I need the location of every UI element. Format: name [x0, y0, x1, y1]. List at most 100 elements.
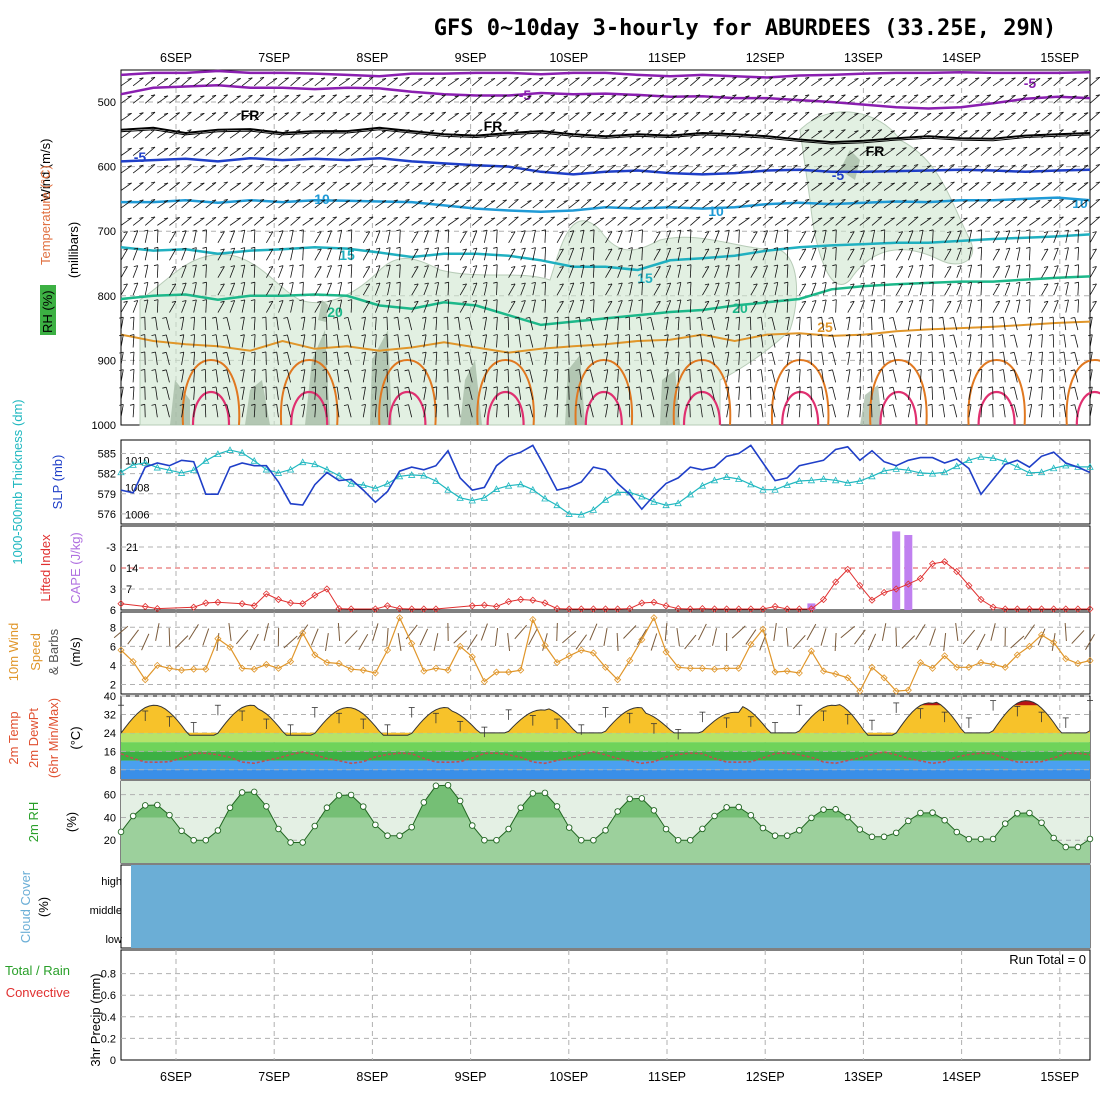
wind-barb-flag: [240, 264, 245, 267]
wind-barb-flag: [127, 78, 132, 80]
wind-barb-flag: [259, 164, 265, 166]
wind-barb: [786, 299, 789, 313]
wind-barb-flag: [684, 217, 689, 219]
wind-barb-flag: [696, 76, 701, 79]
wind-barb-flag: [735, 386, 740, 389]
wind-barb: [738, 200, 750, 209]
wind-barb-flag: [636, 217, 641, 220]
wind-barb: [726, 129, 737, 139]
wind-barb: [589, 334, 594, 348]
wind-barb-flag: [381, 95, 387, 98]
wind-barb-flag: [432, 386, 437, 389]
pressure-tick: 500: [98, 97, 116, 109]
wind-barb: [302, 200, 314, 209]
wind-barb-flag: [575, 199, 580, 202]
wind-barb: [953, 369, 958, 383]
wind-barb: [156, 264, 159, 278]
wind-barb: [411, 95, 423, 104]
wind-barb: [760, 351, 764, 365]
wind-barb: [120, 283, 128, 296]
wind-barb-flag: [902, 129, 907, 132]
wind-barb-flag: [917, 403, 922, 406]
wind-barb: [811, 78, 823, 87]
date-label-top: 8SEP: [356, 51, 388, 65]
wind-barb: [714, 282, 720, 296]
wind-barb-flag: [347, 281, 352, 284]
thickness-point: [916, 469, 925, 476]
wind-barb: [508, 199, 519, 209]
rh-point: [1038, 819, 1045, 826]
wind-barb-flag: [599, 95, 605, 98]
wind-barb: [508, 111, 519, 122]
wind-barb: [774, 230, 779, 243]
wind-barb-flag: [381, 112, 387, 115]
wind-barb: [1074, 352, 1079, 366]
wind-barb: [895, 182, 907, 191]
wind-barb: [968, 299, 972, 313]
wind-barb-flag: [345, 165, 350, 167]
wind-speed-point: [916, 658, 924, 667]
wind-barb: [774, 112, 786, 122]
wind-barb-flag: [1015, 299, 1021, 302]
wind-barb: [786, 264, 789, 278]
wind-barb: [593, 200, 605, 209]
wind-barb: [556, 301, 564, 313]
wind-barb: [253, 76, 265, 87]
wind-barb-flag: [768, 199, 773, 201]
wind-barb-flag: [311, 386, 316, 389]
wind-barb: [544, 264, 546, 278]
wind-barb-flag: [725, 229, 730, 232]
wind-barb-flag: [607, 266, 613, 268]
wind-barb: [714, 182, 726, 191]
wind-barb-flag: [393, 77, 398, 80]
wind-barb: [835, 76, 846, 87]
wind-barb: [762, 300, 768, 313]
wind-barb-flag: [430, 77, 435, 80]
wind-barb: [447, 217, 459, 226]
wind-barb-flag: [230, 282, 235, 285]
wind-barb: [726, 146, 737, 156]
wind-barb: [181, 146, 192, 156]
wind-barb: [811, 200, 823, 209]
wind-barb: [181, 230, 187, 243]
wind-barb: [617, 334, 619, 348]
wind-barb: [1004, 147, 1016, 156]
wind-barb: [302, 299, 304, 313]
wind-barb-flag: [386, 299, 391, 302]
wind-barb-flag: [150, 164, 156, 166]
wind-barb: [956, 217, 968, 226]
wind-barb: [920, 282, 924, 296]
wind-barb-flag: [201, 369, 206, 371]
wind-barb-flag: [938, 77, 943, 80]
wind-barb: [278, 230, 284, 243]
wind-barb-flag: [525, 351, 530, 354]
wind-barb: [290, 94, 301, 104]
wind-barb-flag: [1072, 78, 1077, 80]
wind-barb: [544, 76, 555, 87]
wind-barb-flag: [1059, 164, 1064, 166]
wind-barb: [266, 200, 278, 209]
wind-barb-flag: [382, 386, 388, 389]
temp-band: [121, 742, 1090, 752]
wind-barb: [411, 283, 419, 296]
wind-barb-flag: [906, 386, 911, 389]
wind-barb: [544, 229, 546, 243]
wind-barb-flag: [553, 351, 559, 354]
wind-speed-point: [408, 639, 416, 648]
wind-barb-flag: [575, 369, 580, 371]
wind-barb-flag: [707, 351, 712, 354]
wind-barb-flag: [732, 181, 737, 184]
wind-barb-flag: [856, 334, 861, 336]
wind-barb: [895, 94, 907, 104]
wind-barb: [181, 404, 185, 418]
thickness-point: [141, 459, 149, 466]
wind-barb: [459, 147, 471, 156]
wind-speed-point: [783, 667, 791, 675]
thickness-point: [311, 460, 319, 468]
wind-barb-flag: [153, 299, 159, 301]
wind-barb: [968, 317, 972, 331]
li-tick: 3: [110, 584, 116, 596]
wind-barb-flag: [311, 351, 316, 354]
wind-barb-flag: [801, 266, 806, 268]
temp-tick: 8: [110, 765, 116, 777]
